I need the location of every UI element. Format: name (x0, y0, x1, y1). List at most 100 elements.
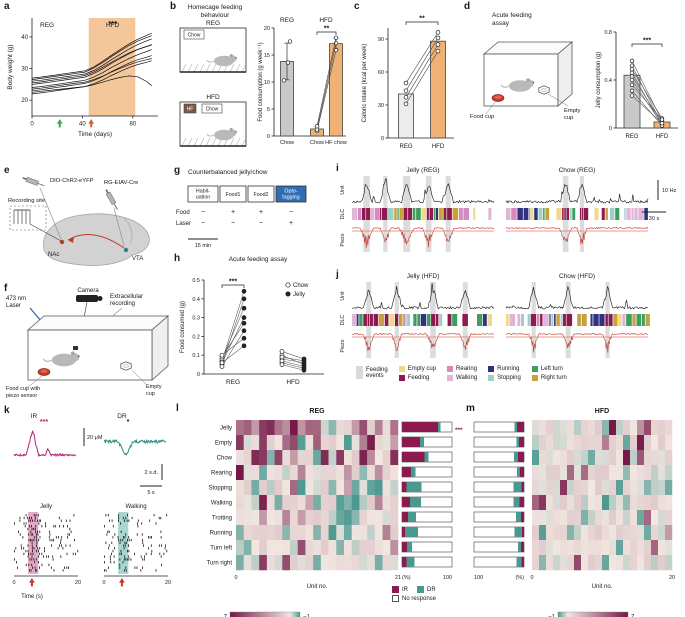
heatmap-cell (313, 555, 322, 571)
spike-tick (17, 566, 18, 569)
heatmap-cell (313, 525, 322, 541)
heatmap-cell (595, 450, 603, 466)
x-axis-label: Unit no. (307, 584, 328, 590)
heatmap-cell (367, 480, 376, 496)
trace-title: Chow (HFD) (559, 273, 595, 280)
spike-tick (39, 536, 41, 539)
spike-tick (127, 549, 128, 553)
label: 0 (12, 580, 15, 586)
bedding-hatch (199, 63, 205, 73)
spike-tick (158, 516, 160, 520)
heatmap-cell (651, 435, 659, 451)
heatmap-cell (282, 495, 291, 511)
pair-line (281, 362, 305, 369)
protocol-timeline: Habit-uation Food1 Food2 Opto-tagging Food − +… (176, 185, 307, 249)
spike-tick (148, 547, 150, 550)
bar-category: REG (399, 144, 412, 150)
pair-line (631, 84, 663, 120)
heatmap-cell (374, 510, 383, 526)
spike-tick (30, 533, 32, 536)
spike-tick (35, 525, 37, 528)
spike-tick (28, 519, 30, 522)
heatmap-cell (336, 450, 345, 466)
spike-tick (59, 544, 60, 547)
heatmap-cell (616, 480, 624, 496)
spike-tick (45, 522, 46, 525)
leader-line (547, 93, 569, 107)
spike-tick (31, 527, 33, 531)
heatmap-cell (644, 465, 652, 481)
heatmap-cell (546, 435, 554, 451)
heatmap-cell (658, 525, 666, 541)
mouse-weight-line (31, 32, 152, 79)
spike-tick (62, 569, 64, 572)
heatmap-cell (567, 525, 575, 541)
spike-tick (60, 519, 62, 522)
spike-tick (35, 538, 37, 542)
legend-label: Rearing (456, 366, 478, 372)
condition-value: − (231, 220, 235, 227)
spike-tick (114, 547, 115, 550)
heatmap-cell (282, 555, 291, 571)
cage-side (557, 41, 573, 107)
heatmap-cell (282, 480, 291, 496)
spike-tick (44, 547, 45, 550)
heatmap-cell (382, 495, 391, 511)
phase-label: uation (196, 195, 210, 201)
electrode-lead (29, 223, 62, 242)
heatmap-cell (305, 540, 314, 556)
heatmap-cell (623, 465, 631, 481)
sig-stars: *** (455, 427, 463, 434)
heatmap-cell (637, 450, 645, 466)
panel-k-unit-responses: k IR DR *** * 20 μM 2 s.d. 5 s Jelly Walking 0 20 0… (4, 405, 174, 614)
heatmap-cell (367, 555, 376, 571)
spike-tick (35, 549, 37, 553)
spike-tick (38, 555, 39, 558)
behavior-segment (398, 314, 403, 326)
bedding-hatch (241, 63, 247, 73)
spike-tick (160, 530, 162, 533)
spike-tick (164, 547, 166, 550)
heatmap-cell (574, 495, 582, 511)
heatmap-cell (644, 435, 652, 451)
data-point (301, 367, 307, 373)
spike-tick (75, 552, 76, 556)
spike-tick (128, 519, 130, 522)
spike-tick (126, 558, 128, 561)
row-label: DLC (340, 209, 346, 220)
behavior-segment (645, 314, 650, 326)
sig-stars: *** (643, 38, 651, 45)
heatmap-cell (665, 495, 673, 511)
behavior-segment (618, 314, 622, 326)
heatmap-cell (539, 465, 547, 481)
legend-feeding-events: Feeding events (356, 366, 388, 379)
heatmap-cell (236, 450, 244, 466)
heatmap-cell (290, 435, 298, 451)
hfd-label: HFD (106, 22, 120, 29)
spike-tick (70, 530, 72, 533)
raster-label: Jelly (40, 504, 52, 510)
heatmap-cell (630, 435, 638, 451)
heatmap-cell (567, 510, 575, 526)
heatmap-cell (359, 435, 368, 451)
label: 30 (378, 103, 384, 109)
leader-line (27, 375, 43, 388)
heatmap-cell (581, 480, 589, 496)
label: 40 (21, 35, 28, 41)
spike-tick (125, 569, 127, 572)
heatmap-cell (623, 450, 631, 466)
data-point (403, 88, 409, 93)
spike-tick (125, 566, 127, 569)
spike-tick (28, 552, 29, 556)
spike-tick (127, 514, 128, 517)
behavior-segment (373, 314, 379, 326)
heatmap-cell (637, 540, 645, 556)
spike-tick (38, 549, 39, 553)
row-label: Stopping (208, 486, 232, 492)
behavior-segment (406, 314, 411, 326)
spike-tick (29, 558, 31, 561)
heatmap-cell (665, 435, 673, 451)
spike-tick (51, 566, 52, 569)
heatmap-cell (282, 435, 291, 451)
